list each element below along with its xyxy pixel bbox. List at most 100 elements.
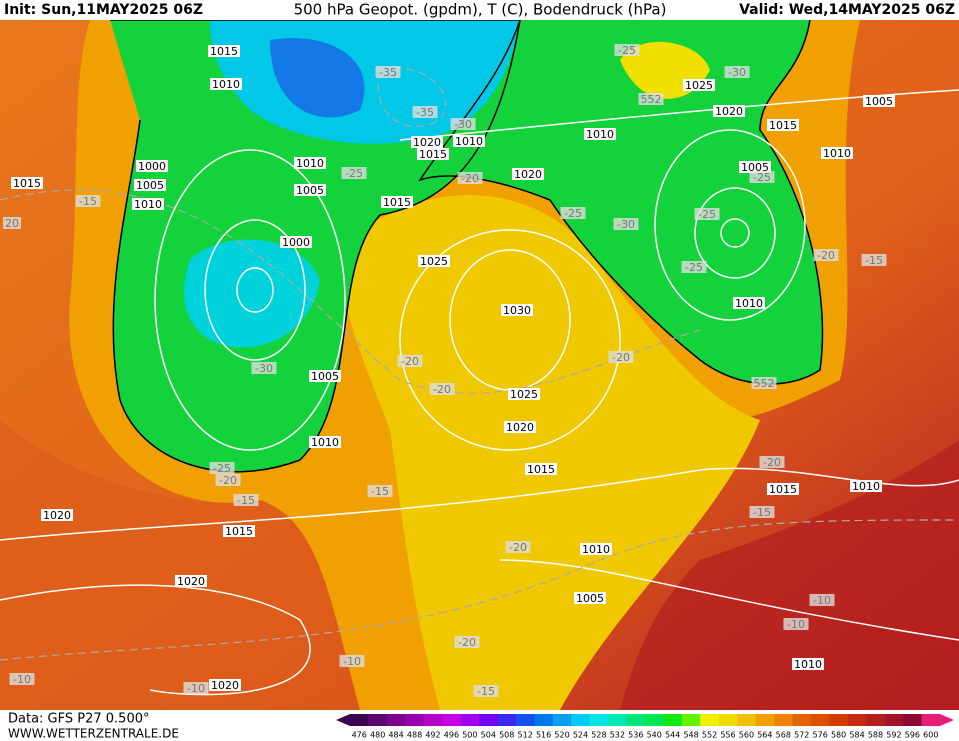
label-box	[454, 636, 480, 648]
colorbar-swatch	[515, 714, 535, 726]
temperature-label: -30	[255, 362, 273, 375]
temperature-label: -15	[371, 485, 389, 498]
label-box	[751, 377, 777, 389]
temperature-label: -30	[617, 218, 635, 231]
temperature-label: -25	[564, 207, 582, 220]
temperature-label: 20	[5, 217, 19, 230]
label-box	[861, 254, 887, 266]
label-box	[209, 462, 235, 474]
temperature-label: -15	[79, 195, 97, 208]
map-title: 500 hPa Geopot. (gpdm), T (C), Bodendruc…	[294, 1, 667, 19]
temperature-label: -20	[817, 249, 835, 262]
label-box	[397, 355, 423, 367]
colorbar-label: 556	[720, 731, 735, 740]
pressure-label: 1015	[769, 483, 797, 496]
label-box	[608, 351, 634, 363]
label-box	[767, 483, 799, 495]
temperature-label: -20	[401, 355, 419, 368]
colorbar-arrow	[336, 714, 350, 726]
temperature-label: -10	[13, 673, 31, 686]
label-box	[375, 66, 401, 78]
pressure-label: 1020	[43, 509, 71, 522]
temperature-label: -10	[787, 618, 805, 631]
colorbar-label: 492	[425, 731, 440, 740]
label-box	[309, 436, 341, 448]
pressure-label: 1020	[506, 421, 534, 434]
pressure-label: 1020	[211, 679, 239, 692]
pressure-label: 1015	[210, 45, 238, 58]
pressure-label: 1015	[527, 463, 555, 476]
temperature-label: -20	[763, 456, 781, 469]
label-box	[418, 255, 450, 267]
colorbar-swatch	[368, 714, 388, 726]
colorbar-swatch	[589, 714, 609, 726]
map-field: 1015 1010 -35 -35 -30 1020 1010 1015 1010 1000 100…	[0, 20, 959, 710]
pressure-label: 1030	[503, 304, 531, 317]
pressure-label: 1025	[420, 255, 448, 268]
label-box	[560, 207, 586, 219]
label-box	[11, 177, 43, 189]
colorbar-label: 528	[591, 731, 606, 740]
colorbar-label: 536	[628, 731, 643, 740]
valid-time: Valid: Wed,14MAY2025 06Z	[739, 2, 955, 18]
temperature-label: 552	[641, 93, 662, 106]
colorbar-swatch	[718, 714, 738, 726]
temperature-label: -20	[509, 541, 527, 554]
colorbar-swatch	[829, 714, 849, 726]
colorbar-label: 500	[462, 731, 477, 740]
colorbar-swatch	[350, 714, 369, 726]
pressure-label: 1015	[13, 177, 41, 190]
label-box	[417, 148, 449, 160]
label-box	[739, 161, 771, 173]
label-box	[134, 179, 166, 191]
label-box	[863, 95, 895, 107]
colorbar-label: 504	[481, 731, 496, 740]
colorbar-swatch	[663, 714, 683, 726]
colorbar-swatch	[755, 714, 775, 726]
label-box	[412, 106, 438, 118]
label-box	[75, 195, 101, 207]
label-box	[614, 44, 640, 56]
label-box	[450, 118, 476, 130]
colorbar-swatch	[700, 714, 720, 726]
label-box	[809, 594, 835, 606]
pressure-label: 1025	[685, 79, 713, 92]
label-box	[429, 383, 455, 395]
colorbar-swatch	[386, 714, 406, 726]
label-box	[525, 463, 557, 475]
pressure-label: 1020	[715, 105, 743, 118]
temperature-label: -20	[219, 474, 237, 487]
label-box	[512, 168, 544, 180]
colorbar-label: 512	[518, 731, 533, 740]
temperature-label: -25	[685, 261, 703, 274]
label-box	[9, 673, 35, 685]
colorbar-label: 600	[923, 731, 938, 740]
pressure-label: 1010	[134, 198, 162, 211]
label-box	[280, 236, 312, 248]
colorbar-swatch	[792, 714, 812, 726]
label-box	[341, 167, 367, 179]
colorbar-label: 560	[739, 731, 754, 740]
label-box	[183, 682, 209, 694]
label-box	[504, 421, 536, 433]
colorbar-label: 540	[647, 731, 662, 740]
temperature-label: -10	[813, 594, 831, 607]
colorbar-swatch	[497, 714, 517, 726]
colorbar-label: 552	[702, 731, 717, 740]
label-box	[713, 105, 745, 117]
label-box	[223, 525, 255, 537]
label-box	[294, 184, 326, 196]
label-box	[233, 494, 259, 506]
site-url: WWW.WETTERZENTRALE.DE	[8, 727, 179, 741]
pressure-label: 1010	[823, 147, 851, 160]
label-box	[792, 658, 824, 670]
label-box	[580, 543, 612, 555]
pressure-label: 1015	[225, 525, 253, 538]
colorbar-label: 544	[665, 731, 680, 740]
colorbar-swatch	[608, 714, 628, 726]
colorbar-label: 496	[444, 731, 459, 740]
pressure-label: 1010	[582, 543, 610, 556]
label-box	[339, 655, 365, 667]
colorbar-swatch	[552, 714, 572, 726]
temperature-label: -20	[612, 351, 630, 364]
